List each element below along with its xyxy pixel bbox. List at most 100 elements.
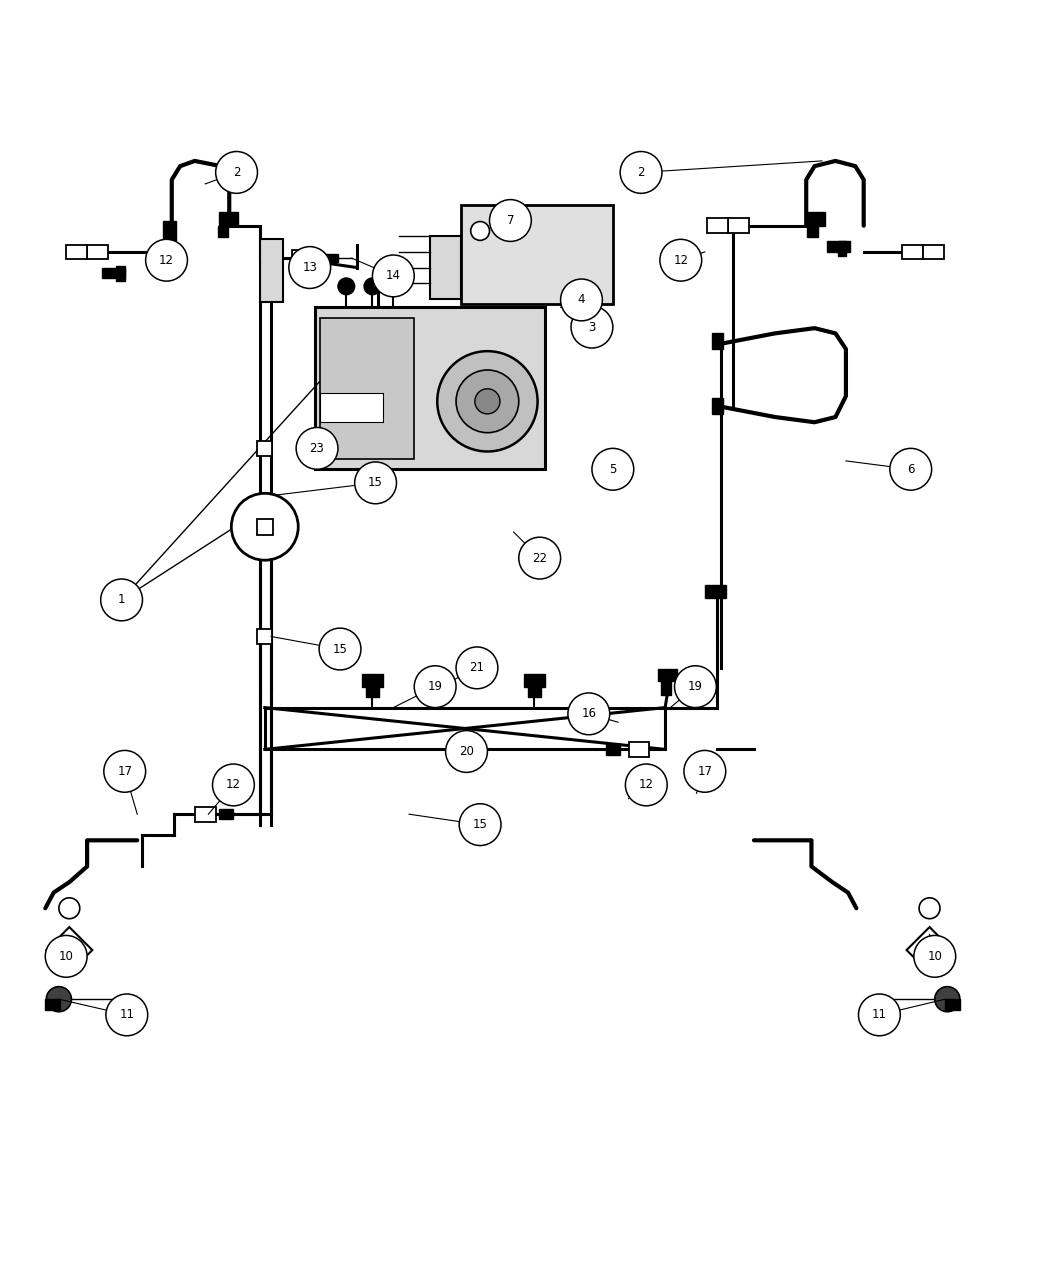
Text: 4: 4: [577, 294, 585, 307]
Text: 6: 6: [907, 463, 915, 476]
Bar: [258, 440, 272, 456]
Bar: [727, 219, 748, 233]
Circle shape: [935, 987, 960, 1012]
Circle shape: [104, 750, 146, 792]
Circle shape: [858, 994, 900, 1036]
Bar: [806, 213, 825, 225]
Text: 13: 13: [302, 261, 318, 274]
Circle shape: [354, 462, 396, 504]
Bar: [321, 318, 414, 458]
Bar: [195, 807, 216, 821]
Circle shape: [592, 448, 634, 490]
Circle shape: [914, 936, 956, 978]
Text: 10: 10: [59, 950, 73, 962]
Circle shape: [45, 936, 87, 978]
Text: 5: 5: [609, 463, 616, 476]
Circle shape: [101, 579, 143, 621]
Bar: [807, 225, 817, 237]
Text: 11: 11: [872, 1008, 887, 1021]
Text: 19: 19: [687, 680, 703, 694]
Text: 2: 2: [233, 165, 240, 179]
Circle shape: [337, 278, 354, 295]
Circle shape: [456, 647, 498, 689]
Polygon shape: [907, 927, 953, 973]
Bar: [658, 668, 677, 681]
Text: 12: 12: [159, 253, 174, 267]
Bar: [257, 519, 272, 535]
Circle shape: [437, 351, 538, 452]
Bar: [923, 244, 944, 260]
Bar: [102, 267, 125, 278]
Circle shape: [626, 764, 668, 806]
Text: 11: 11: [119, 1008, 134, 1021]
Text: 17: 17: [117, 765, 132, 778]
Circle shape: [684, 750, 725, 792]
Bar: [87, 244, 108, 260]
Polygon shape: [46, 927, 92, 973]
Text: 12: 12: [673, 253, 689, 267]
Text: 10: 10: [927, 950, 942, 962]
Bar: [705, 586, 725, 598]
Bar: [116, 266, 125, 281]
Bar: [661, 681, 672, 695]
Bar: [366, 685, 378, 698]
Bar: [66, 244, 87, 260]
Bar: [219, 808, 234, 820]
Circle shape: [213, 764, 255, 806]
Text: 22: 22: [532, 551, 547, 565]
Text: 21: 21: [470, 662, 484, 675]
Circle shape: [568, 693, 610, 735]
Bar: [713, 398, 722, 414]
Circle shape: [297, 428, 337, 470]
Text: 19: 19: [428, 680, 442, 694]
Circle shape: [919, 939, 940, 961]
Circle shape: [146, 239, 188, 281]
Bar: [524, 675, 545, 686]
Circle shape: [372, 255, 414, 297]
Bar: [713, 334, 722, 349]
Text: 12: 12: [639, 778, 654, 792]
Text: 15: 15: [473, 819, 487, 831]
Circle shape: [59, 897, 80, 919]
Bar: [461, 205, 613, 304]
Text: 3: 3: [588, 321, 595, 334]
Bar: [362, 675, 383, 686]
Circle shape: [216, 151, 258, 193]
Circle shape: [675, 666, 717, 708]
Bar: [629, 742, 650, 756]
Bar: [837, 242, 846, 256]
Circle shape: [561, 279, 603, 321]
Bar: [430, 237, 461, 299]
Circle shape: [475, 388, 500, 414]
Circle shape: [456, 370, 519, 433]
Circle shape: [289, 247, 330, 289]
Circle shape: [46, 987, 71, 1012]
Bar: [219, 213, 238, 225]
Circle shape: [414, 666, 456, 708]
Circle shape: [59, 939, 80, 961]
Text: 12: 12: [226, 778, 241, 792]
Circle shape: [919, 897, 940, 919]
Bar: [528, 685, 541, 698]
Circle shape: [620, 151, 662, 193]
Bar: [902, 244, 923, 260]
Text: 14: 14: [386, 270, 400, 283]
Circle shape: [489, 200, 531, 242]
Text: 7: 7: [506, 214, 515, 227]
Circle shape: [471, 222, 489, 241]
Text: 15: 15: [368, 476, 383, 489]
Text: 23: 23: [309, 442, 325, 454]
Circle shape: [232, 494, 299, 560]
Text: 1: 1: [117, 593, 126, 606]
Text: 2: 2: [637, 165, 645, 179]
Bar: [827, 242, 850, 252]
Text: 16: 16: [582, 708, 596, 721]
Bar: [326, 253, 337, 262]
Circle shape: [445, 731, 487, 773]
Circle shape: [890, 448, 932, 490]
Bar: [707, 219, 727, 233]
Circle shape: [320, 628, 361, 670]
Text: 15: 15: [332, 643, 348, 656]
Bar: [260, 239, 283, 302]
Circle shape: [660, 239, 702, 281]
